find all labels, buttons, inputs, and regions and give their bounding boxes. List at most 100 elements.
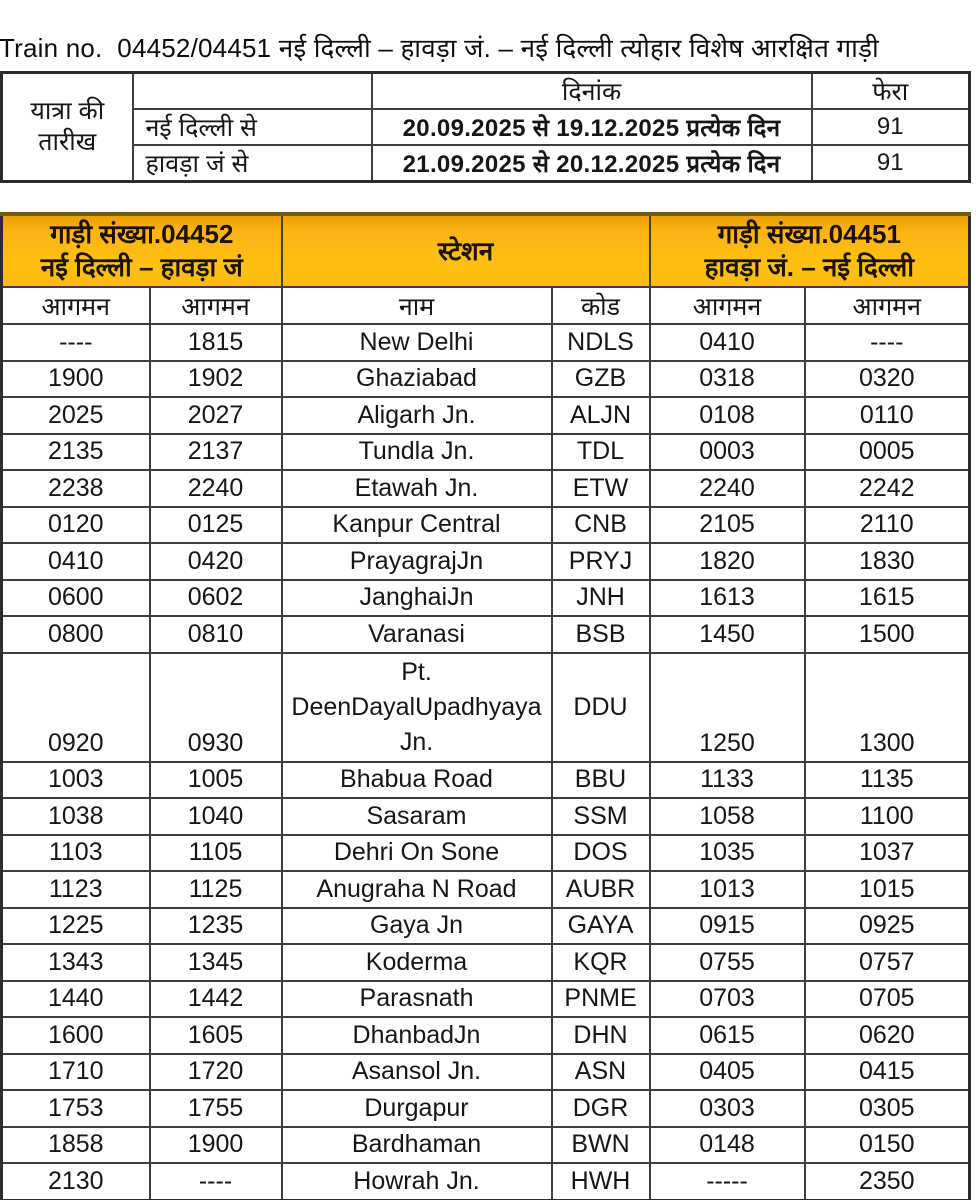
station-name: Ghaziabad — [280, 359, 553, 398]
station-code: BBU — [550, 760, 651, 799]
right-train-header: गाड़ी संख्या.04451 हावड़ा जं. – नई दिल्ल… — [648, 212, 971, 288]
time-cell: 2240 — [148, 469, 283, 508]
time-cell: 0602 — [148, 578, 283, 617]
station-name: Durgapur — [280, 1089, 553, 1128]
time-cell: 0410 — [0, 542, 151, 581]
time-cell: 1450 — [648, 615, 806, 654]
station-name: JanghaiJn — [280, 578, 553, 617]
station-code: DGR — [550, 1089, 651, 1128]
time-cell: 0703 — [648, 979, 806, 1018]
travel-dates-row: हावड़ा जं से 21.09.2025 से 20.12.2025 प्… — [2, 144, 971, 183]
col-header-arrival-1: आगमन — [0, 286, 151, 325]
station-code: CNB — [550, 505, 651, 544]
time-cell: 1135 — [803, 760, 971, 799]
station-header: स्टेशन — [280, 212, 651, 288]
station-code: PNME — [550, 979, 651, 1018]
left-train-header: गाड़ी संख्या.04452 नई दिल्ली – हावड़ा जं — [0, 212, 283, 288]
station-name: Tundla Jn. — [280, 432, 553, 471]
station-name: Sasaram — [280, 797, 553, 836]
time-cell: 0110 — [803, 396, 971, 435]
time-cell: 0410 — [648, 323, 806, 362]
station-name: Asansol Jn. — [280, 1052, 553, 1091]
station-name: DhanbadJn — [280, 1016, 553, 1055]
time-cell: 0925 — [803, 906, 971, 945]
station-name: Koderma — [280, 943, 553, 982]
station-code: GZB — [550, 359, 651, 398]
station-code: HWH — [550, 1162, 651, 1200]
time-cell: 1300 — [803, 651, 971, 763]
station-row: 2025 2027 Aligarh Jn. ALJN 0108 0110 — [0, 396, 971, 435]
time-cell: 1820 — [648, 542, 806, 581]
station-row: 1858 1900 Bardhaman BWN 0148 0150 — [0, 1125, 971, 1164]
station-code: KQR — [550, 943, 651, 982]
station-code: SSM — [550, 797, 651, 836]
station-code: PRYJ — [550, 542, 651, 581]
time-cell: 0600 — [0, 578, 151, 617]
station-name: Bardhaman — [280, 1125, 553, 1164]
trips-column-header: फेरा — [810, 71, 971, 110]
time-cell: 0003 — [648, 432, 806, 471]
station-row: ---- 1815 New Delhi NDLS 0410 ---- — [0, 323, 971, 362]
time-cell: 1500 — [803, 615, 971, 654]
time-cell: 0405 — [648, 1052, 806, 1091]
time-cell: 1830 — [803, 542, 971, 581]
station-row: 0800 0810 Varanasi BSB 1450 1500 — [0, 615, 971, 654]
schedule-body: ---- 1815 New Delhi NDLS 0410 ---- 1900 1902 Gha… — [0, 323, 971, 1200]
right-train-number: गाड़ी संख्या.04451 — [717, 219, 901, 249]
station-code: AUBR — [550, 870, 651, 909]
time-cell: 1440 — [0, 979, 151, 1018]
time-cell: 0620 — [803, 1016, 971, 1055]
station-code: DOS — [550, 833, 651, 872]
time-cell: 2238 — [0, 469, 151, 508]
time-cell: 2027 — [148, 396, 283, 435]
time-cell: 0810 — [148, 615, 283, 654]
station-row: 1225 1235 Gaya Jn GAYA 0915 0925 — [0, 906, 971, 945]
time-cell: 1005 — [148, 760, 283, 799]
time-cell: 1013 — [648, 870, 806, 909]
col-header-arrival-2: आगमन — [148, 286, 283, 325]
time-cell: 2242 — [803, 469, 971, 508]
page-title: Train no. 04452/04451 नई दिल्ली – हावड़ा… — [0, 33, 879, 63]
time-cell: 0420 — [148, 542, 283, 581]
time-cell: 1250 — [648, 651, 806, 763]
station-row: 0600 0602 JanghaiJn JNH 1613 1615 — [0, 578, 971, 617]
station-row: 1343 1345 Koderma KQR 0755 0757 — [0, 943, 971, 982]
col-header-name: नाम — [280, 286, 553, 325]
right-train-route: हावड़ा जं. – नई दिल्ली — [704, 252, 914, 282]
time-cell: 1105 — [148, 833, 283, 872]
time-cell: 0318 — [648, 359, 806, 398]
col-header-arrival-4: आगमन — [803, 286, 971, 325]
time-cell: 0320 — [803, 359, 971, 398]
trips-count: 91 — [810, 108, 971, 146]
time-cell: 1615 — [803, 578, 971, 617]
station-code: NDLS — [550, 323, 651, 362]
station-code: GAYA — [550, 906, 651, 945]
time-cell: ---- — [803, 323, 971, 362]
station-name: Dehri On Sone — [280, 833, 553, 872]
station-row: 0120 0125 Kanpur Central CNB 2105 2110 — [0, 505, 971, 544]
journey-date-label: यात्रा की तारीख — [0, 71, 134, 183]
station-row: 1710 1720 Asansol Jn. ASN 0405 0415 — [0, 1052, 971, 1091]
time-cell: 1100 — [803, 797, 971, 836]
station-code: DHN — [550, 1016, 651, 1055]
time-cell: 0705 — [803, 979, 971, 1018]
time-cell: 1038 — [0, 797, 151, 836]
station-row: 1900 1902 Ghaziabad GZB 0318 0320 — [0, 359, 971, 398]
station-code: ALJN — [550, 396, 651, 435]
time-cell: 0305 — [803, 1089, 971, 1128]
station-name: Etawah Jn. — [280, 469, 553, 508]
time-cell: 1015 — [803, 870, 971, 909]
time-cell: 1103 — [0, 833, 151, 872]
time-cell: 1600 — [0, 1016, 151, 1055]
station-code: ETW — [550, 469, 651, 508]
left-train-route: नई दिल्ली – हावड़ा जं — [40, 252, 243, 282]
station-code: BWN — [550, 1125, 651, 1164]
time-cell: 0615 — [648, 1016, 806, 1055]
date-range-value: 21.09.2025 से 20.12.2025 प्रत्येक दिन — [370, 144, 813, 183]
time-cell: 0150 — [803, 1125, 971, 1164]
time-cell: 1123 — [0, 870, 151, 909]
train-header-row: गाड़ी संख्या.04452 नई दिल्ली – हावड़ा जं… — [0, 212, 971, 288]
station-row: 1123 1125 Anugraha N Road AUBR 1013 1015 — [0, 870, 971, 909]
from-station-label: नई दिल्ली से — [131, 108, 373, 146]
station-name: Aligarh Jn. — [280, 396, 553, 435]
